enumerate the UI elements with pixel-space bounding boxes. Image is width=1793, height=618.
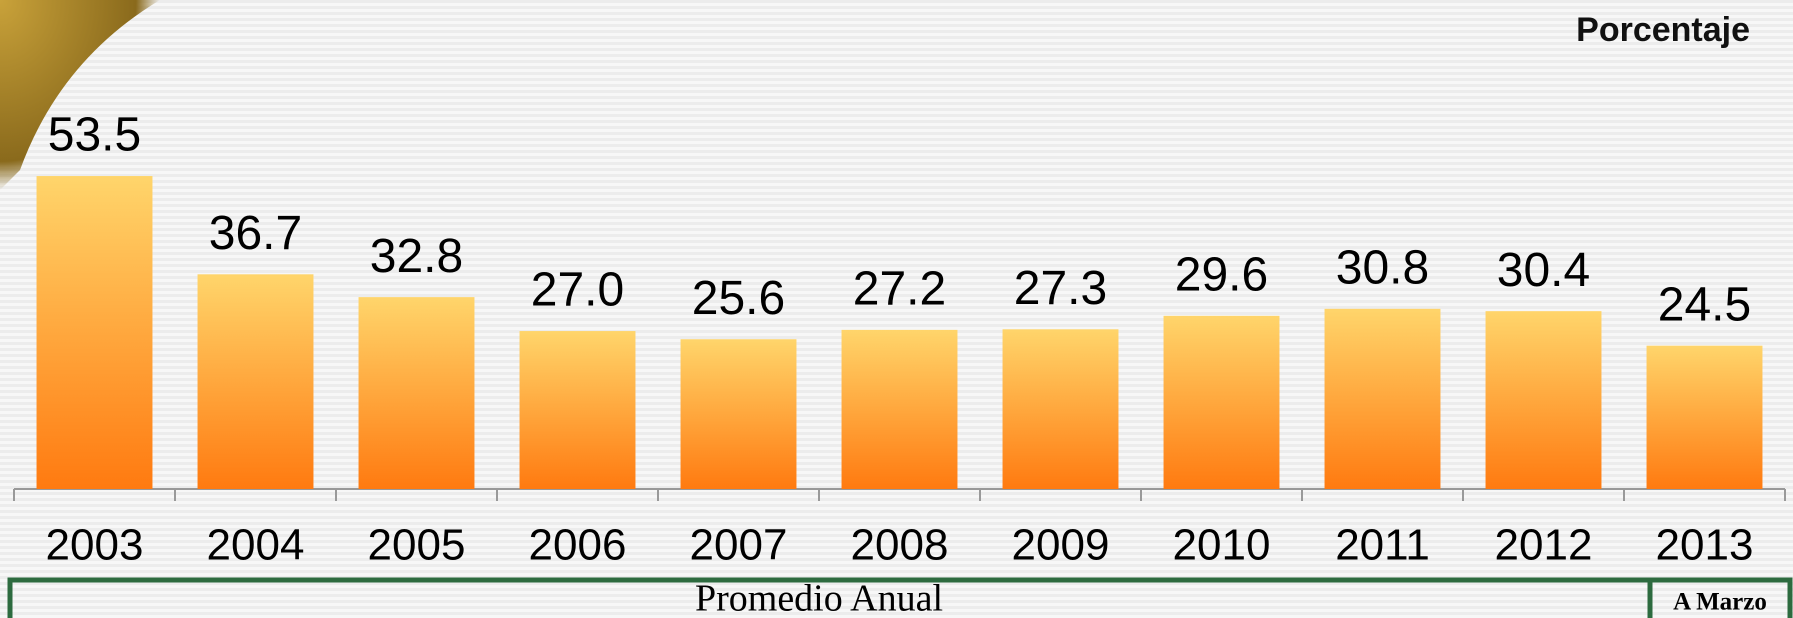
- bar: [37, 176, 153, 489]
- x-tick-label: 2011: [1335, 521, 1430, 570]
- value-label: 24.5: [1658, 278, 1751, 331]
- value-label: 30.4: [1497, 244, 1590, 297]
- bar: [1164, 316, 1280, 489]
- x-tick-label: 2010: [1173, 521, 1271, 570]
- x-tick-label: 2006: [529, 521, 627, 570]
- bar: [1486, 311, 1602, 489]
- bar: [1325, 309, 1441, 489]
- bar: [842, 330, 958, 489]
- x-tick-label: 2003: [46, 521, 144, 570]
- bar: [1647, 346, 1763, 489]
- bar: [359, 297, 475, 489]
- value-label: 36.7: [209, 207, 302, 260]
- bar: [1003, 329, 1119, 489]
- unit-label: Porcentaje: [1576, 11, 1750, 49]
- page: {"chart_data": {"type": "bar", "unit_lab…: [0, 0, 1793, 618]
- x-tick-label: 2012: [1495, 521, 1593, 570]
- chart: Porcentaje 2003 53.5 2004 36.7 2005 32.8 2006 2…: [0, 0, 1793, 618]
- value-label: 29.6: [1175, 249, 1268, 302]
- value-label: 27.2: [853, 263, 946, 316]
- x-tick-label: 2007: [690, 521, 788, 570]
- bar: [681, 339, 797, 489]
- x-tick-label: 2004: [207, 521, 305, 570]
- bar: [520, 331, 636, 489]
- x-tick-label: 2009: [1012, 521, 1110, 570]
- value-label: 53.5: [48, 109, 141, 162]
- value-label: 27.3: [1014, 262, 1107, 315]
- x-tick-label: 2013: [1656, 521, 1754, 570]
- group-label: Promedio Anual: [695, 578, 943, 618]
- value-label: 32.8: [370, 230, 463, 283]
- value-label: 30.8: [1336, 241, 1429, 294]
- value-label: 27.0: [531, 264, 624, 317]
- x-tick-label: 2005: [368, 521, 466, 570]
- x-tick-label: 2008: [851, 521, 949, 570]
- group-label: A Marzo: [1673, 589, 1767, 616]
- bar: [198, 274, 314, 489]
- value-label: 25.6: [692, 272, 785, 325]
